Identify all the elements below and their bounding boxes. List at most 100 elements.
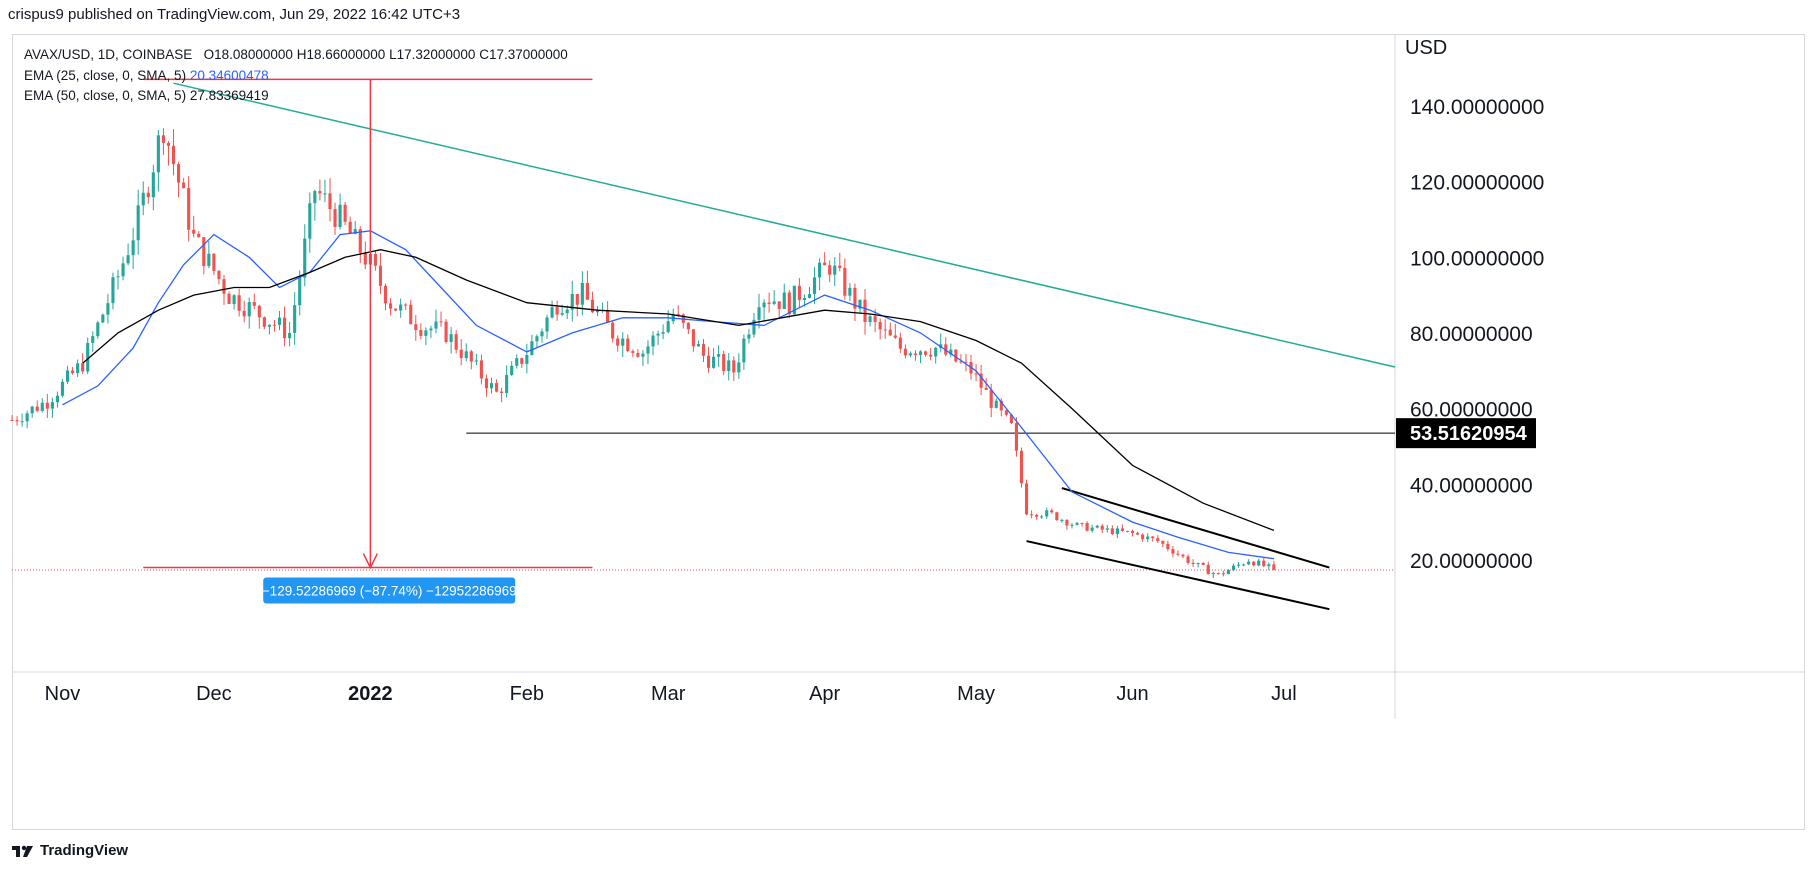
candle-body [918,351,923,355]
ohlc-low-label: L [389,47,397,62]
candle-body [1045,510,1049,517]
candle-body [878,321,882,330]
candle-body [217,270,221,280]
candle-body [863,299,867,323]
measure-arrow-head [362,553,379,570]
ohlc-close: 17.37000000 [488,47,568,62]
candle-body [999,400,1003,411]
candle-body [782,292,786,309]
ema50-label: EMA (50, close, 0, SMA, 5) [24,88,187,103]
candle-body [232,295,236,305]
candle-body [252,302,256,306]
candle-body [1075,522,1079,525]
candle-body [25,413,29,422]
candle-body [1257,560,1261,566]
candle-body [1231,565,1236,571]
candle-body [666,321,670,333]
candle-body [182,182,186,189]
ema25-value: 20.34600478 [189,67,269,83]
candle-body [717,354,721,357]
candle-body [656,333,660,336]
candle-body [535,336,539,342]
candle-body [959,361,963,363]
candle-body [479,360,483,379]
candle-body [55,395,59,403]
candle-body [732,360,736,373]
candle-body [1272,564,1276,570]
candle-body [353,229,357,234]
candle-body [494,383,499,392]
x-axis[interactable]: Nov Dec 2022 Feb Mar Apr May Jun Jul [45,683,1297,705]
candle-body [207,253,211,267]
ema50-line [82,249,1275,532]
candle-body [1065,519,1069,526]
candle-body [318,191,322,194]
candle-body [712,356,716,368]
y-axis[interactable]: 140.00000000 120.00000000 100.00000000 80.0… [1410,96,1544,573]
candle-body [1156,538,1160,542]
candle-body [545,317,549,332]
candle-body [20,421,24,423]
candle-body [1080,522,1084,524]
candle-body [81,363,85,372]
candle-body [828,265,832,275]
ema-lines [62,230,1275,560]
candle-body [146,192,150,198]
channel-upper-line [1061,487,1330,569]
candle-body [616,338,620,346]
candle-body [429,328,433,331]
candle-body [888,329,892,336]
candle-body [126,255,130,264]
candle-body [192,229,196,234]
candle-body [1055,512,1059,521]
legend-ema25-row[interactable]: EMA (25, close, 0, SMA, 5) 20.34600478 [24,66,568,87]
symbol-label[interactable]: AVAX/USD, 1D, COINBASE [24,47,193,62]
candle-body [510,365,514,375]
candle-body [606,310,610,323]
ema50-value: 27.83369419 [189,88,269,103]
candle-body [96,322,100,337]
candle-body [166,142,171,146]
y-tick-label: 40.00000000 [1410,474,1533,497]
candle-body [772,301,776,304]
candle-body [1105,528,1109,530]
candle-body [202,237,206,267]
candle-body [802,298,807,300]
candle-body [560,313,564,315]
candle-body [1166,543,1170,550]
candle-body [197,233,201,238]
candle-body [762,302,766,308]
candle-body [298,277,302,306]
candle-body [974,373,978,375]
candle-body [257,305,261,318]
ohlc-open: 18.08000000 [214,47,293,62]
candle-body [1014,423,1019,451]
measure-badge [263,577,516,604]
candle-body [288,332,292,339]
candle-body [50,402,54,409]
candle-body [1090,527,1094,531]
candle-body [1130,530,1135,533]
x-tick-label: Dec [196,683,232,705]
ohlc-high-label: H [296,47,307,62]
x-tick-label: Nov [45,683,81,705]
candle-body [378,265,383,286]
candle-body [91,336,95,343]
candle-body [1236,564,1241,566]
candle-body [1206,564,1210,575]
candle-body [565,309,569,314]
candle-body [156,135,160,173]
candle-body [1247,561,1251,565]
candle-body [903,348,907,356]
candle-body [338,204,342,227]
candle-body [984,387,988,390]
candle-body [908,353,913,356]
candle-body [590,299,595,313]
candle-body [272,324,277,326]
candle-body [358,229,362,253]
legend-ema50-row[interactable]: EMA (50, close, 0, SMA, 5) 27.83369419 [24,86,568,107]
candle-body [1100,525,1104,530]
candle-body [883,329,887,331]
candle-body [171,145,176,165]
